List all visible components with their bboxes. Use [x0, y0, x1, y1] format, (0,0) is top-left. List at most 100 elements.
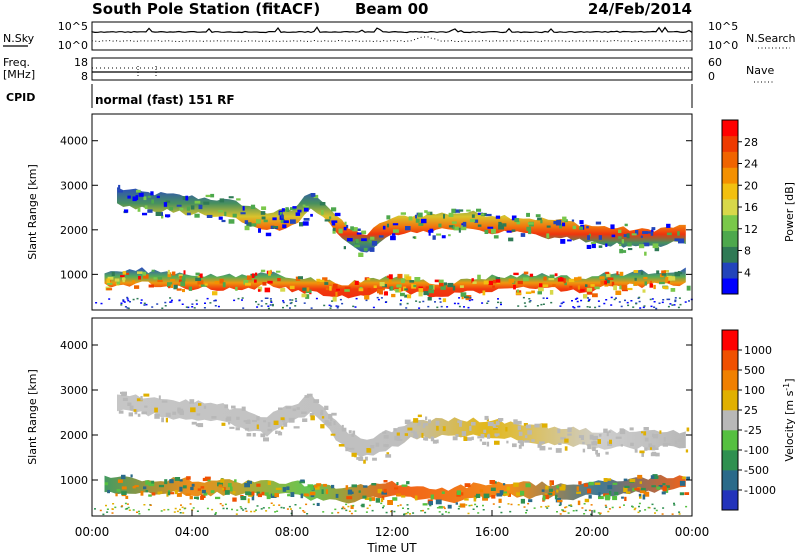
- echo-cell: [161, 417, 164, 423]
- near-range-cell: [322, 511, 325, 513]
- echo-cell: [460, 492, 464, 496]
- near-range-cell: [102, 513, 105, 516]
- near-range-cell: [149, 504, 152, 506]
- echo-cell: [460, 292, 467, 297]
- echo-cell: [413, 284, 417, 288]
- near-range-cell: [290, 301, 293, 304]
- near-range-cell: [291, 299, 294, 301]
- near-range-cell: [352, 305, 355, 308]
- echo-cell: [148, 481, 155, 487]
- echo-cell: [583, 294, 588, 299]
- near-range-cell: [294, 305, 297, 307]
- near-range-cell: [590, 504, 593, 506]
- echo-cell: [134, 485, 139, 488]
- near-range-cell: [295, 300, 298, 302]
- echo-cell: [499, 490, 504, 495]
- echo-cell: [316, 502, 320, 506]
- echo-cell: [392, 223, 399, 226]
- echo-cell: [624, 485, 630, 488]
- near-range-cell: [674, 297, 677, 299]
- echo-cell: [384, 444, 388, 448]
- echo-cell: [191, 483, 195, 487]
- echo-cell: [415, 214, 418, 219]
- echo-cell: [442, 426, 446, 432]
- echo-cell: [183, 270, 186, 275]
- near-range-cell: [613, 298, 616, 301]
- echo-cell: [486, 418, 489, 422]
- near-range-cell: [272, 504, 275, 506]
- near-range-cell: [509, 510, 512, 513]
- echo-cell: [588, 481, 594, 486]
- ytick-label: 2000: [60, 224, 88, 237]
- near-range-cell: [366, 507, 369, 509]
- near-range-cell: [111, 512, 114, 514]
- echo-cell: [168, 492, 175, 495]
- echo-cell: [267, 280, 273, 284]
- echo-cell: [555, 221, 562, 226]
- near-range-cell: [610, 296, 613, 299]
- echo-cell: [482, 290, 486, 296]
- colorbar-cell: [722, 151, 738, 168]
- near-range-cell: [145, 303, 148, 306]
- echo-cell: [438, 505, 443, 509]
- echo-cell: [666, 223, 671, 228]
- echo-cell: [325, 489, 328, 494]
- echo-cell: [182, 196, 188, 200]
- echo-cell: [163, 202, 168, 207]
- near-range-cell: [486, 302, 489, 304]
- echo-cell: [307, 484, 314, 488]
- echo-cell: [587, 488, 592, 494]
- echo-cell: [327, 421, 332, 426]
- near-range-cell: [576, 300, 579, 303]
- echo-cell: [267, 480, 271, 485]
- echo-cell: [218, 484, 223, 488]
- near-range-cell: [529, 300, 532, 302]
- echo-cell: [195, 272, 200, 276]
- echo-cell: [290, 219, 296, 224]
- near-range-cell: [99, 509, 102, 512]
- echo-cell: [542, 423, 548, 428]
- echo-cell: [396, 439, 403, 441]
- echo-cell: [197, 488, 201, 491]
- colorbar-tick-label: 100: [744, 384, 765, 397]
- echo-cell: [381, 496, 385, 500]
- colorbar-cell: [722, 410, 738, 431]
- echo-cell: [429, 228, 434, 233]
- echo-cell: [214, 281, 220, 285]
- echo-cell: [302, 287, 307, 291]
- echo-cell: [640, 490, 646, 494]
- near-range-cell: [336, 307, 339, 309]
- near-range-cell: [649, 298, 652, 301]
- near-range-cell: [323, 304, 326, 307]
- near-range-cell: [282, 306, 284, 309]
- echo-cell: [535, 214, 541, 218]
- echo-cell: [611, 234, 616, 238]
- near-range-cell: [140, 299, 143, 301]
- echo-cell: [662, 483, 666, 486]
- echo-cell: [338, 444, 345, 447]
- near-range-cell: [678, 511, 681, 513]
- echo-cell: [650, 231, 654, 236]
- echo-cell: [321, 489, 324, 494]
- echo-cell: [282, 224, 287, 229]
- echo-cell: [176, 204, 182, 207]
- echo-cell: [401, 495, 406, 498]
- near-range-cell: [597, 300, 600, 302]
- echo-cell: [138, 276, 141, 280]
- echo-cell: [231, 405, 236, 409]
- colorbar-tick-label: 12: [744, 223, 758, 236]
- echo-cell: [179, 410, 184, 416]
- echo-cell: [448, 212, 454, 217]
- colorbar-cell: [722, 330, 738, 351]
- echo-cell: [652, 445, 656, 451]
- date-label: 24/Feb/2014: [588, 0, 692, 18]
- echo-cell: [164, 479, 168, 485]
- near-range-cell: [179, 512, 182, 514]
- echo-cell: [436, 233, 442, 236]
- near-range-cell: [256, 306, 259, 308]
- echo-cell: [351, 433, 355, 437]
- echo-cell: [331, 412, 337, 416]
- echo-cell: [147, 209, 153, 213]
- echo-cell: [236, 198, 241, 201]
- echo-cell: [523, 423, 528, 426]
